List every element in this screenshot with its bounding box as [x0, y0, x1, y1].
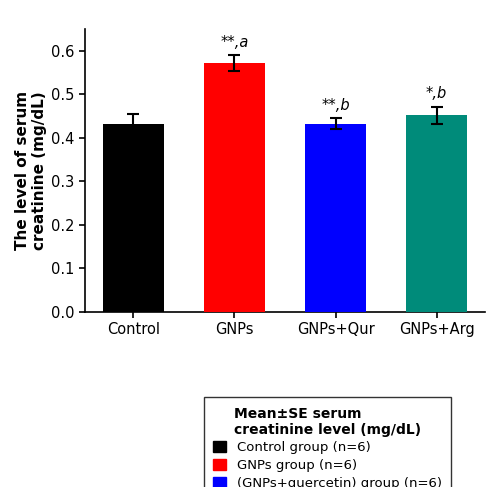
Bar [103, 124, 164, 312]
Bar [305, 124, 366, 312]
Text: *,b: *,b [426, 86, 447, 101]
Text: **,b: **,b [321, 98, 350, 113]
Legend: Control group (n=6), GNPs group (n=6), (GNPs+quercetin) group (n=6), (GNPs+argin: Control group (n=6), GNPs group (n=6), (… [204, 397, 451, 487]
Y-axis label: The level of serum
creatinine (mg/dL): The level of serum creatinine (mg/dL) [14, 91, 47, 250]
Bar [204, 63, 265, 312]
Bar [406, 115, 467, 312]
Text: **,a: **,a [220, 35, 248, 50]
